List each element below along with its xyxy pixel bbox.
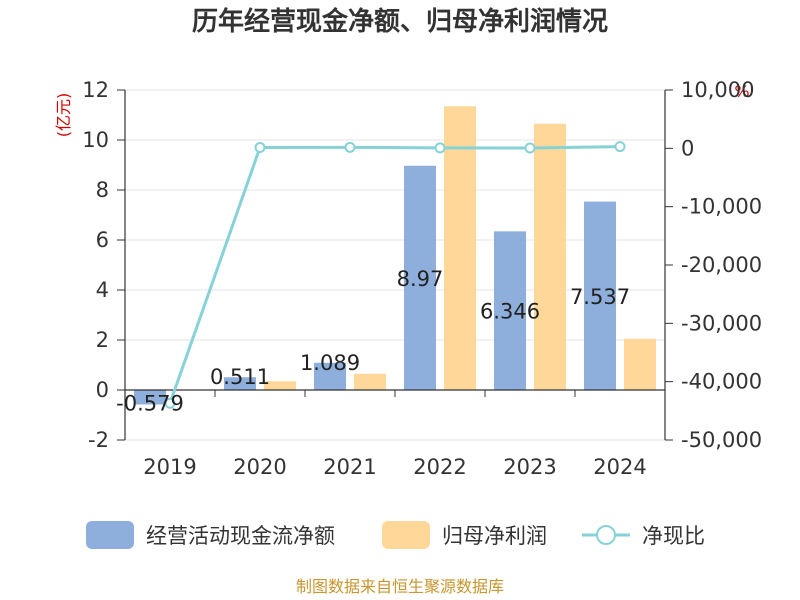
bar [534,123,566,390]
legend-marker [596,525,616,545]
right-tick-label: -10,000 [681,195,762,219]
bar [624,338,656,390]
x-tick-label: 2019 [143,455,196,479]
bar [584,201,616,390]
x-tick-label: 2022 [413,455,466,479]
left-tick-label: 4 [96,278,109,302]
left-tick-label: 0 [96,378,109,402]
legend-swatch [382,521,430,549]
bar [314,362,346,390]
bar [224,377,256,390]
bar [494,231,526,390]
legend-label: 净现比 [642,524,705,548]
right-tick-label: -40,000 [681,370,762,394]
right-tick-label: -20,000 [681,253,762,277]
right-tick-label: 0 [681,136,694,160]
line-point [344,141,356,153]
x-tick-label: 2023 [503,455,556,479]
bar-value-label: 0.511 [210,365,270,389]
bar-series [134,106,656,405]
left-tick-label: 2 [96,328,109,352]
right-axis-unit: % [734,82,749,101]
left-tick-label: 12 [82,78,109,102]
left-tick-label: -2 [88,428,109,452]
line-point [434,142,446,154]
right-tick-label: -50,000 [681,428,762,452]
legend-label: 归母净利润 [442,524,547,548]
bar-value-label: 1.089 [300,351,360,375]
line-point [524,142,536,154]
legend-swatch [86,521,134,549]
data-labels: -0.579 0.511 1.089 8.97 6.346 7.537 [116,267,630,416]
left-tick-label: 8 [96,178,109,202]
x-tick-label: 2021 [323,455,376,479]
legend-label: 经营活动现金流净额 [146,524,335,548]
bar [354,373,386,390]
right-tick-label: 10,000 [681,78,754,102]
bar-value-label: 7.537 [570,285,630,309]
line-series [164,141,626,409]
legend: 经营活动现金流净额 归母净利润 净现比 [86,521,705,549]
left-tick-label: 6 [96,228,109,252]
ratio-line [168,145,621,404]
chart-title: 历年经营现金净额、归母净利润情况 [192,6,608,37]
line-point [254,141,266,153]
axes: -2 0 2 4 6 8 10 12 -50,000 -40,000 -30,000 -20,000 -… [82,78,762,479]
bar [404,165,436,390]
right-tick-label: -30,000 [681,311,762,335]
left-tick-label: 10 [82,128,109,152]
bar [444,106,476,390]
source-note: 制图数据来自恒生聚源数据库 [296,577,504,596]
bar-value-label: 6.346 [480,300,540,324]
bar-value-label: -0.579 [116,391,184,415]
x-tick-label: 2024 [593,455,646,479]
bar [134,390,166,405]
line-point [164,397,176,409]
grid-lines [125,89,665,441]
left-axis-unit: (亿元) [54,93,73,138]
bar-value-label: 8.97 [397,267,444,291]
x-tick-label: 2020 [233,455,286,479]
bar [264,381,296,390]
line-point [614,141,626,153]
